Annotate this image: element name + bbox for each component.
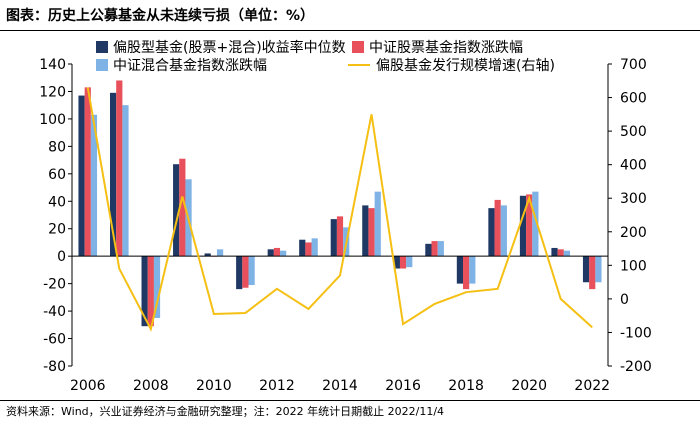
bar-series2-2015 [368, 208, 375, 257]
line-series-issuance-growth [86, 87, 593, 332]
source-note: 资料来源：Wind，兴业证券经济与金融研究整理；注：2022 年统计日期截止 2… [6, 405, 445, 418]
bar-series2-2009 [179, 158, 186, 257]
bar-series2-2014 [336, 216, 344, 257]
right-tick-label-100: 100 [620, 258, 647, 274]
right-tick-label-700: 700 [620, 57, 647, 73]
bar-series2-2011 [242, 256, 249, 288]
bar-series2-2012 [273, 247, 281, 257]
bar-series3-2020 [532, 191, 539, 257]
right-tick-label--200: -200 [620, 359, 652, 375]
bar-series3-2006 [90, 114, 98, 257]
x-tick-label-2022: 2022 [574, 378, 610, 394]
bar-series3-2010 [216, 249, 224, 257]
bar-series1-2017 [425, 243, 432, 257]
bar-series1-2015 [362, 205, 369, 257]
right-tick-label--100: -100 [620, 325, 652, 341]
bar-series1-2016 [393, 256, 400, 269]
x-tick-label-2006: 2006 [70, 378, 106, 394]
x-tick-label-2016: 2016 [385, 378, 421, 394]
left-tick-label--80: -80 [43, 359, 66, 375]
top-rule [0, 30, 700, 31]
bar-series2-2019 [494, 199, 501, 257]
left-tick-label-0: 0 [57, 249, 66, 265]
left-tick-label-100: 100 [39, 112, 66, 128]
bar-series1-2018 [456, 256, 464, 284]
left-tick-label-120: 120 [39, 84, 66, 100]
legend-swatch-1 [96, 41, 108, 53]
left-tick-label-40: 40 [48, 194, 66, 210]
bar-series3-2007 [122, 105, 129, 257]
chart-title: 图表：历史上公募基金从未连续亏损（单位：%） [6, 8, 315, 24]
x-tick-label-2020: 2020 [511, 378, 547, 394]
left-tick-label-80: 80 [48, 139, 66, 155]
bar-series1-2014 [330, 219, 337, 257]
bar-series3-2021 [563, 250, 571, 257]
bar-series1-2012 [267, 249, 274, 257]
legend-label-1: 偏股型基金(股票+混合)收益率中位数 [113, 39, 346, 56]
right-tick-label-400: 400 [620, 158, 647, 174]
bar-series2-2021 [557, 249, 564, 257]
bar-series1-2022 [582, 256, 590, 283]
bottom-rule [0, 400, 700, 401]
bar-series2-2013 [305, 242, 312, 257]
bar-series3-2022 [595, 256, 602, 283]
legend-label-4: 偏股基金发行规模增速(右轴) [376, 57, 555, 74]
right-tick-label-0: 0 [620, 292, 629, 308]
x-tick-label-2018: 2018 [448, 378, 484, 394]
bar-series3-2011 [248, 256, 255, 286]
left-tick-label-60: 60 [48, 167, 66, 183]
bar-series2-2022 [589, 256, 596, 290]
bar-series1-2021 [551, 247, 558, 257]
bar-series2-2016 [399, 256, 407, 269]
bar-series3-2018 [469, 256, 476, 284]
right-tick-label-200: 200 [620, 225, 647, 241]
bar-series2-2018 [463, 256, 470, 290]
legend-label-3: 中证混合基金指数涨跌幅 [113, 57, 267, 74]
bar-series1-2007 [109, 92, 117, 257]
bar-series3-2013 [311, 238, 318, 257]
right-tick-label-300: 300 [620, 191, 647, 207]
bar-series1-2010 [204, 253, 211, 257]
x-tick-label-2010: 2010 [196, 378, 232, 394]
bar-series2-2008 [147, 256, 154, 327]
bar-series1-2019 [488, 208, 495, 257]
left-tick-label-20: 20 [48, 222, 66, 238]
bar-series3-2019 [500, 205, 507, 257]
bar-series1-2008 [141, 256, 148, 327]
bar-series3-2015 [374, 191, 381, 257]
bar-series1-2020 [519, 195, 527, 257]
right-tick-label-600: 600 [620, 91, 647, 107]
bar-series1-2009 [173, 164, 180, 257]
legend-swatch-2 [352, 41, 364, 53]
left-tick-label--40: -40 [43, 304, 66, 320]
bar-series1-2006 [78, 95, 85, 257]
bar-series3-2008 [153, 256, 161, 318]
bar-series2-2020 [526, 194, 533, 257]
bar-series2-2007 [116, 80, 123, 257]
right-tick-label-500: 500 [620, 124, 647, 140]
x-tick-label-2008: 2008 [133, 378, 169, 394]
left-tick-label-140: 140 [39, 57, 66, 73]
legend-label-2: 中证股票基金指数涨跌幅 [369, 39, 523, 56]
bar-series1-2011 [236, 256, 243, 290]
bar-series2-2006 [84, 87, 91, 257]
left-tick-label--20: -20 [43, 277, 66, 293]
legend-swatch-3 [96, 59, 108, 71]
left-tick-label--60: -60 [43, 332, 66, 348]
bar-series3-2017 [437, 241, 444, 257]
bar-series1-2013 [299, 239, 306, 257]
bar-series3-2016 [406, 256, 413, 268]
x-tick-label-2014: 2014 [322, 378, 358, 394]
x-tick-label-2012: 2012 [259, 378, 295, 394]
bar-series3-2012 [280, 250, 287, 257]
bar-series2-2017 [431, 241, 438, 257]
